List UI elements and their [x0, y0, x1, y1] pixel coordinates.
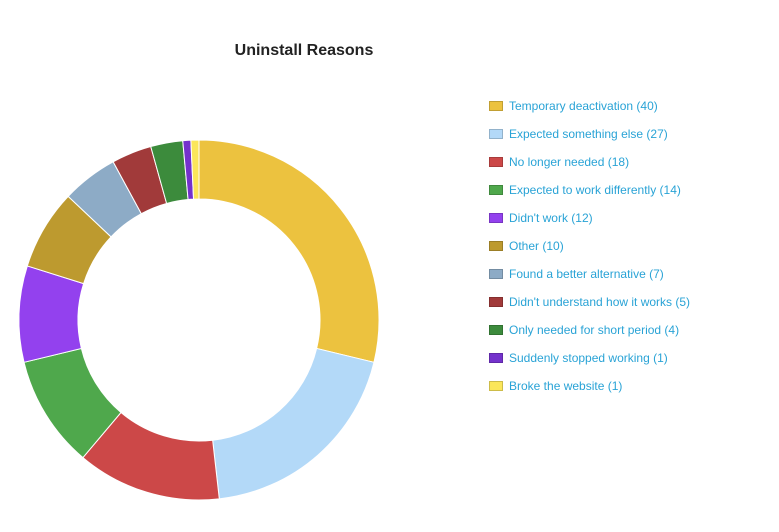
legend-item-3[interactable]: Expected to work differently (14) [489, 176, 690, 204]
legend-item-2[interactable]: No longer needed (18) [489, 148, 690, 176]
donut-slice-10[interactable] [190, 139, 200, 200]
legend-swatch [489, 325, 503, 335]
chart-title: Uninstall Reasons [234, 42, 374, 59]
legend-swatch [489, 381, 503, 391]
legend-swatch [489, 241, 503, 251]
legend-item-7[interactable]: Didn't understand how it works (5) [489, 288, 690, 316]
legend-label: Other (10) [509, 239, 564, 253]
legend-item-8[interactable]: Only needed for short period (4) [489, 316, 690, 344]
legend-swatch [489, 297, 503, 307]
legend-swatch [489, 269, 503, 279]
legend-item-10[interactable]: Broke the website (1) [489, 372, 690, 400]
donut-slice-1[interactable] [212, 347, 375, 500]
legend-swatch [489, 353, 503, 363]
legend-item-9[interactable]: Suddenly stopped working (1) [489, 344, 690, 372]
legend-label: Broke the website (1) [509, 379, 623, 393]
legend-swatch [489, 185, 503, 195]
legend-label: Found a better alternative (7) [509, 267, 664, 281]
legend-swatch [489, 101, 503, 111]
legend-label: Temporary deactivation (40) [509, 99, 658, 113]
legend-label: Didn't work (12) [509, 211, 593, 225]
legend-label: Suddenly stopped working (1) [509, 351, 668, 365]
legend-swatch [489, 213, 503, 223]
legend-item-6[interactable]: Found a better alternative (7) [489, 260, 690, 288]
donut-slice-0[interactable] [198, 139, 380, 363]
legend-item-4[interactable]: Didn't work (12) [489, 204, 690, 232]
legend-swatch [489, 157, 503, 167]
chart-legend: Temporary deactivation (40) Expected some… [489, 92, 690, 400]
legend-item-0[interactable]: Temporary deactivation (40) [489, 92, 690, 120]
legend-label: Didn't understand how it works (5) [509, 295, 691, 309]
legend-label: Expected something else (27) [509, 127, 668, 141]
legend-item-1[interactable]: Expected something else (27) [489, 120, 690, 148]
legend-item-5[interactable]: Other (10) [489, 232, 690, 260]
legend-swatch [489, 129, 503, 139]
donut-slices [18, 139, 380, 501]
legend-label: Only needed for short period (4) [509, 323, 680, 337]
legend-label: Expected to work differently (14) [509, 183, 681, 197]
legend-label: No longer needed (18) [509, 155, 630, 169]
